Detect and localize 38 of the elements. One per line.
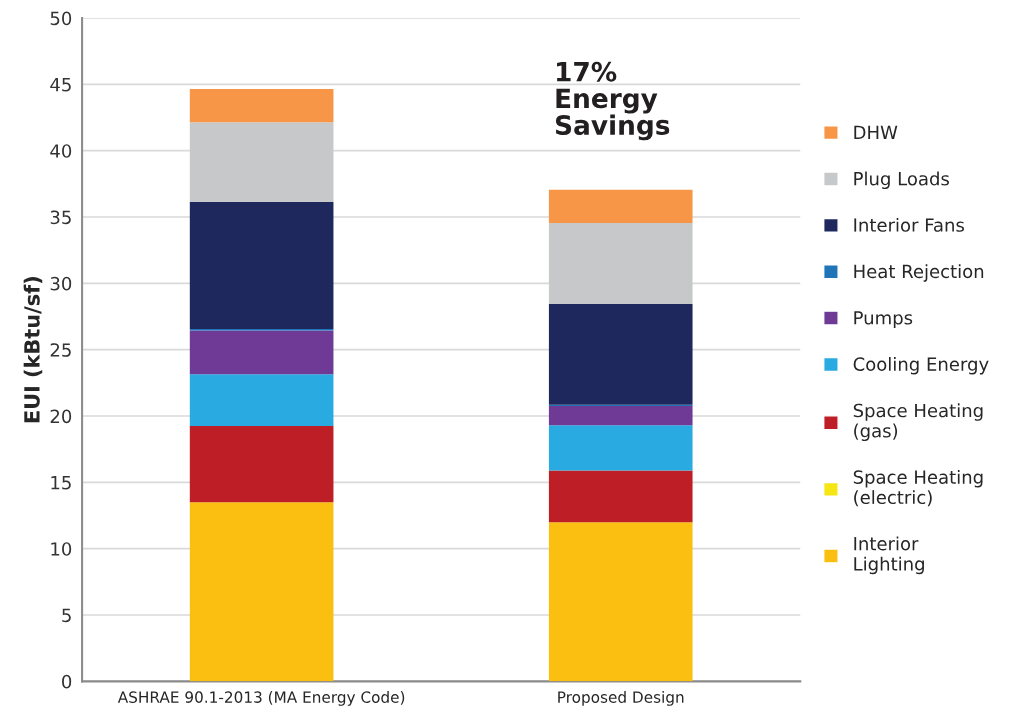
legend-label: DHW <box>854 125 898 139</box>
bar <box>548 522 693 682</box>
bar <box>548 470 693 523</box>
x-tick-label: ASHRAE 90.1-2013 (MA Energy Code) <box>117 691 405 706</box>
y-tick-label: 20 <box>50 409 72 424</box>
bar <box>189 122 334 202</box>
y-tick-label: 35 <box>50 210 71 225</box>
bar <box>548 303 693 405</box>
bar <box>189 330 334 375</box>
bar <box>548 425 693 471</box>
y-axis-title: EUI (kBtu/sf) <box>23 277 43 423</box>
bar <box>189 374 334 426</box>
y-tick-label: 25 <box>50 343 71 357</box>
bar <box>548 222 693 304</box>
legend-label: Plug Loads <box>854 171 949 189</box>
legend-label: Heat Rejection <box>854 264 984 282</box>
legend-label: Pumps <box>854 311 913 329</box>
y-tick-label: 40 <box>50 144 72 158</box>
y-tick-label: 30 <box>50 276 72 291</box>
legend-label: Interior Lighting <box>854 536 924 575</box>
bar <box>189 201 334 330</box>
y-tick-label: 5 <box>62 608 71 623</box>
legend-label: Interior Fans <box>854 217 964 232</box>
annotation: 17% Energy Savings <box>555 61 670 141</box>
bar <box>189 89 334 123</box>
legend-label: Space Heating (gas) <box>853 403 983 442</box>
legend-label: Cooling Energy <box>853 356 989 375</box>
y-tick-label: 15 <box>51 476 71 490</box>
bar <box>548 406 693 426</box>
y-tick-label: 0 <box>62 674 72 689</box>
y-tick-label: 45 <box>50 78 71 92</box>
y-tick-label: 50 <box>50 11 72 26</box>
y-tick-label: 10 <box>51 542 72 556</box>
x-tick-label: Proposed Design <box>558 691 684 706</box>
bar <box>548 189 693 223</box>
legend-label: Space Heating (electric) <box>853 469 983 507</box>
bar <box>189 502 334 682</box>
bar <box>189 425 334 503</box>
